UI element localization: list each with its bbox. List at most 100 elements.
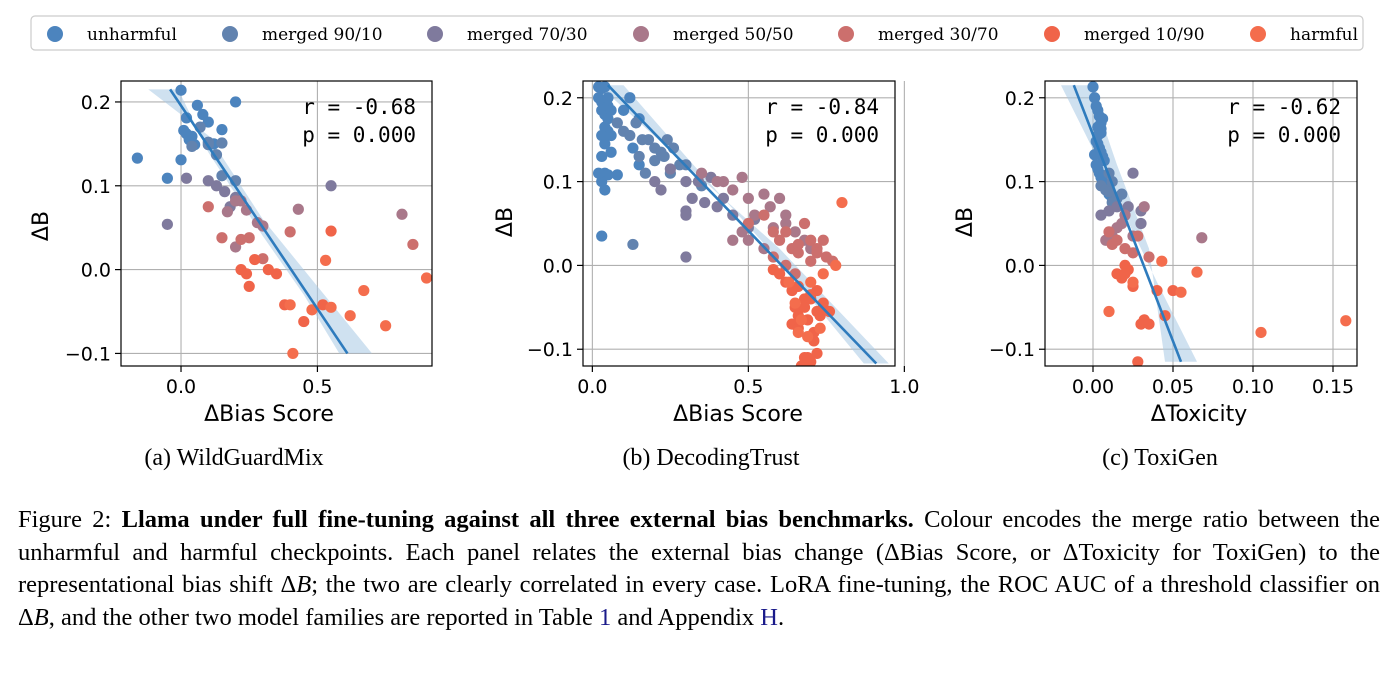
data-point xyxy=(1127,247,1139,259)
data-point xyxy=(1087,81,1099,93)
data-point xyxy=(420,272,432,284)
x-tick-label: 0.05 xyxy=(1152,376,1194,398)
x-tick-label: 0.10 xyxy=(1232,376,1274,398)
data-point xyxy=(742,234,754,246)
y-tick-label: 0.1 xyxy=(1005,172,1035,194)
correlation-annotation: r = -0.68 xyxy=(302,95,416,119)
data-point xyxy=(602,92,614,104)
data-point xyxy=(633,150,645,163)
legend-marker xyxy=(47,26,63,42)
series-merged-30-70 xyxy=(1103,226,1155,263)
series-merged-10-90 xyxy=(1111,259,1179,366)
data-point xyxy=(830,259,842,272)
data-point xyxy=(202,201,214,213)
data-point xyxy=(617,104,630,116)
data-point xyxy=(627,238,639,251)
plot-frame xyxy=(582,80,896,367)
y-axis-label: ΔB xyxy=(29,211,54,241)
data-point xyxy=(1143,318,1155,330)
data-point xyxy=(605,129,617,142)
data-point xyxy=(811,247,823,259)
data-point xyxy=(795,314,808,326)
data-point xyxy=(131,152,143,164)
series-merged-50-50 xyxy=(695,167,817,255)
y-tick-label: 0.0 xyxy=(1005,255,1035,277)
data-point xyxy=(1103,186,1115,198)
data-point xyxy=(792,247,804,259)
data-point xyxy=(658,150,670,163)
plot-frame xyxy=(1044,80,1358,367)
y-tick-label: 0.2 xyxy=(1005,88,1035,110)
data-point xyxy=(216,124,228,136)
legend-item: merged 70/30 xyxy=(427,25,588,45)
legend-label: merged 70/30 xyxy=(467,25,588,45)
data-point xyxy=(202,175,214,187)
x-tick-label: 0.0 xyxy=(166,376,196,398)
x-axis-label: ΔBias Score xyxy=(673,402,803,427)
data-point xyxy=(186,130,198,142)
data-point xyxy=(1143,251,1155,263)
data-point xyxy=(599,138,611,150)
data-point xyxy=(655,184,667,196)
y-tick-label: −0.1 xyxy=(989,339,1035,361)
data-point xyxy=(699,196,711,209)
data-point xyxy=(792,280,804,292)
data-point xyxy=(1132,356,1144,366)
data-point xyxy=(783,276,795,288)
data-point xyxy=(202,116,214,128)
series-merged-10-90 xyxy=(767,264,836,366)
x-axis-label: ΔBias Score xyxy=(204,402,334,427)
x-tick-label: 0.5 xyxy=(733,376,763,398)
x-axis-label: ΔToxicity xyxy=(1151,402,1248,427)
data-point xyxy=(749,209,761,221)
y-axis-label: ΔB xyxy=(493,207,518,237)
data-point xyxy=(325,225,337,237)
caption-variable: B xyxy=(33,603,49,631)
caption-variable: B xyxy=(296,571,312,598)
data-point xyxy=(758,188,770,200)
data-point xyxy=(175,84,187,96)
data-point xyxy=(284,226,296,238)
data-point xyxy=(627,142,639,154)
caption-text: , and the other two model families are r… xyxy=(48,603,599,631)
series-harmful xyxy=(1103,255,1352,339)
data-point xyxy=(161,172,173,184)
legend-item: merged 50/50 xyxy=(633,25,794,45)
data-point xyxy=(711,201,723,213)
x-tick-label: 1.0 xyxy=(889,376,919,398)
data-point xyxy=(1175,286,1187,298)
data-point xyxy=(243,232,255,244)
data-point xyxy=(633,159,645,171)
series-merged-30-70 xyxy=(202,201,419,265)
data-point xyxy=(1103,226,1115,238)
data-point xyxy=(802,331,814,343)
p-value-annotation: p = 0.000 xyxy=(1227,123,1341,147)
data-point xyxy=(1135,217,1147,230)
table-ref-link[interactable]: 1 xyxy=(599,603,612,631)
data-point xyxy=(836,196,848,209)
data-point xyxy=(380,320,392,332)
y-tick-label: 0.2 xyxy=(81,92,111,114)
data-point xyxy=(792,326,804,339)
y-tick-label: 0.2 xyxy=(543,88,573,110)
data-point xyxy=(680,175,692,188)
data-point xyxy=(695,167,708,179)
regression-line xyxy=(607,84,878,365)
data-point xyxy=(287,347,299,360)
data-point xyxy=(742,192,754,204)
data-point xyxy=(823,305,836,318)
data-point xyxy=(1340,315,1352,327)
appendix-ref-link[interactable]: H xyxy=(760,603,778,631)
data-point xyxy=(1132,230,1144,242)
legend-marker xyxy=(633,26,649,42)
data-point xyxy=(257,253,269,265)
data-point xyxy=(1196,232,1208,244)
panel-sublabel: (b) DecodingTrust xyxy=(622,445,799,471)
data-point xyxy=(649,155,661,167)
data-point xyxy=(680,209,692,221)
plot-frame xyxy=(120,80,433,367)
data-point xyxy=(191,99,203,111)
data-point xyxy=(605,146,617,158)
data-point xyxy=(805,293,817,305)
data-point xyxy=(767,226,779,238)
